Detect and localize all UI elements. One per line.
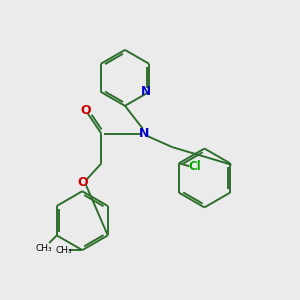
Text: N: N — [141, 85, 151, 98]
Text: Cl: Cl — [189, 160, 202, 173]
Text: N: N — [139, 127, 149, 140]
Text: O: O — [81, 104, 92, 117]
Text: CH₃: CH₃ — [36, 244, 52, 253]
Text: CH₃: CH₃ — [56, 246, 72, 255]
Text: O: O — [78, 176, 88, 189]
